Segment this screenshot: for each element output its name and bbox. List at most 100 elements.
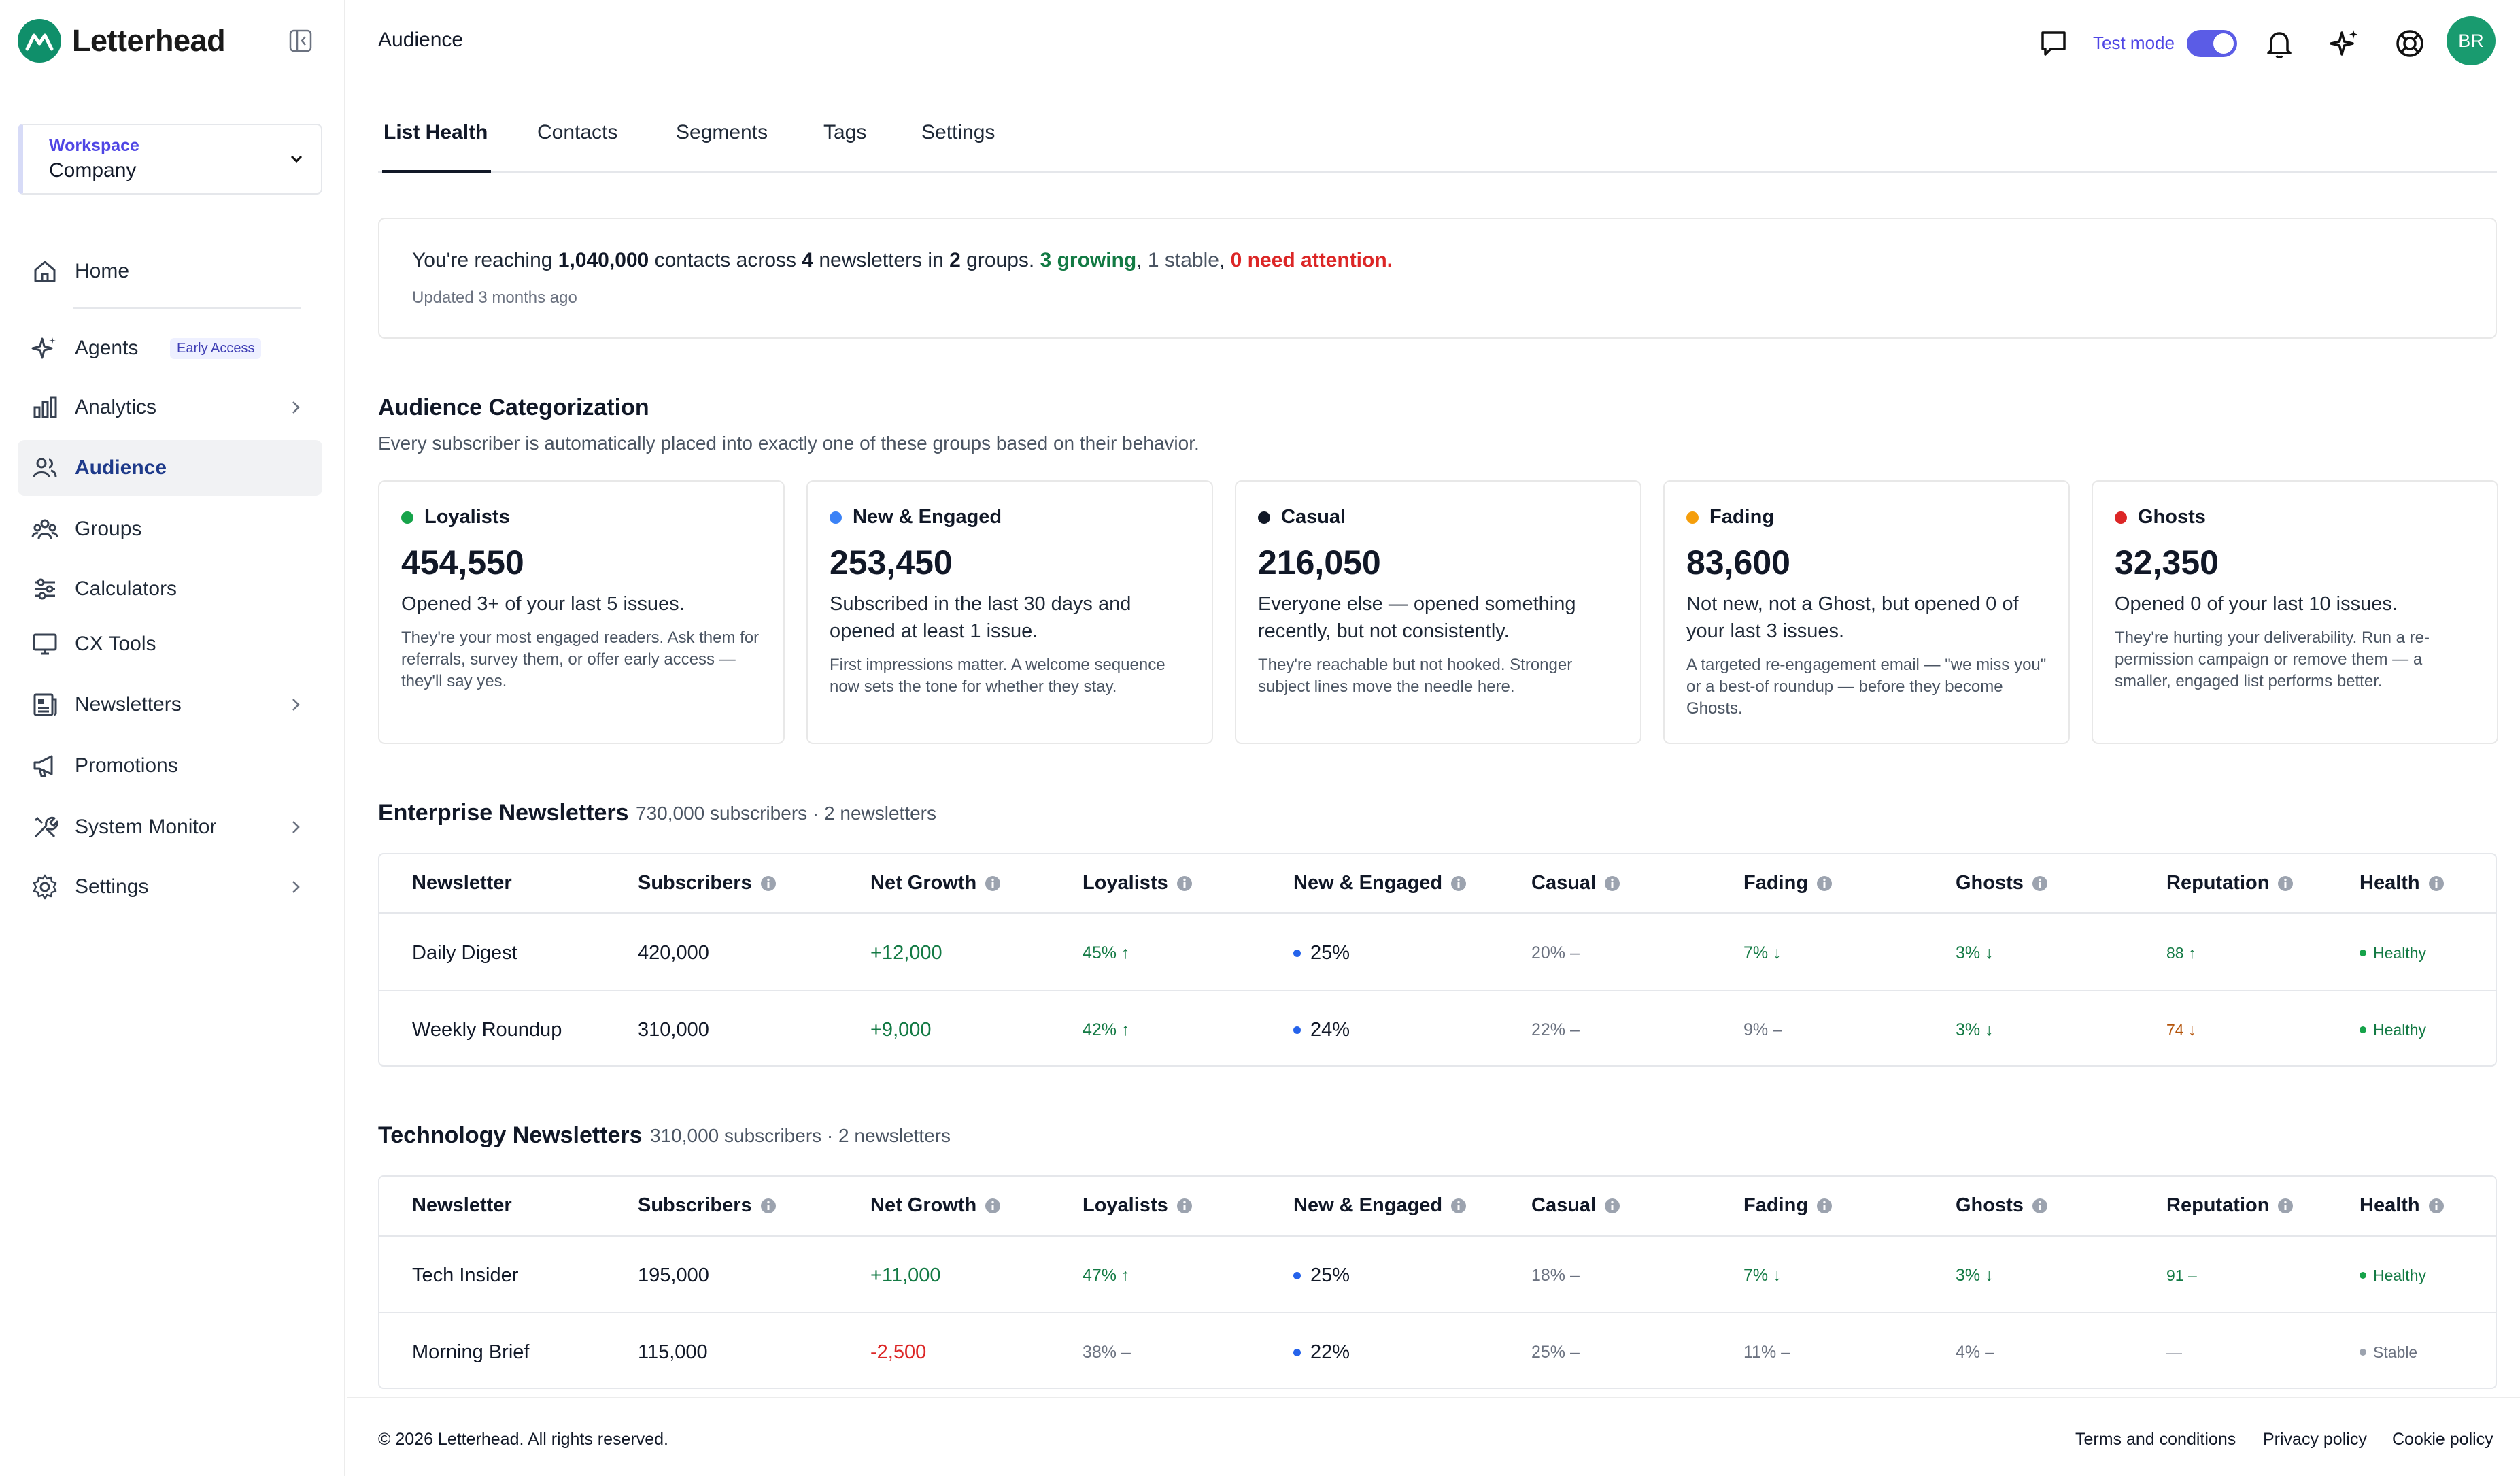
info-icon[interactable] <box>1816 875 1833 892</box>
new-engaged-value: 22% <box>1310 1341 1350 1363</box>
sidebar-item-cx-tools[interactable]: CX Tools <box>18 616 322 672</box>
status-dot <box>1686 511 1699 524</box>
sidebar-item-settings[interactable]: Settings <box>18 859 322 915</box>
tab-segments[interactable]: Segments <box>676 121 768 144</box>
loyalists-cell: 47% ↑ <box>1083 1265 1130 1285</box>
column-header: New & Engaged <box>1293 854 1467 912</box>
info-icon[interactable] <box>2032 1198 2048 1214</box>
status-dot <box>1258 511 1270 524</box>
status-dot <box>401 511 413 524</box>
chat-icon[interactable] <box>2037 27 2070 60</box>
sidebar-item-audience[interactable]: Audience <box>18 440 322 496</box>
subscribers-cell: 310,000 <box>638 1018 709 1041</box>
health-value: Healthy <box>2373 1020 2426 1039</box>
info-icon[interactable] <box>2032 875 2048 892</box>
tab-settings[interactable]: Settings <box>921 121 995 144</box>
info-icon[interactable] <box>1604 1198 1620 1214</box>
new-engaged-value: 25% <box>1310 1264 1350 1286</box>
category-header: Loyalists <box>401 506 510 529</box>
newsletter-name[interactable]: Weekly Roundup <box>412 1018 562 1041</box>
category-name: Loyalists <box>424 506 510 528</box>
tab-tags[interactable]: Tags <box>823 121 867 144</box>
category-count: 253,450 <box>830 543 953 582</box>
brand[interactable]: Letterhead <box>18 19 226 63</box>
newsletter-name[interactable]: Morning Brief <box>412 1341 530 1363</box>
help-lifebuoy-icon[interactable] <box>2394 27 2426 60</box>
info-icon[interactable] <box>1176 875 1193 892</box>
status-dot <box>1293 1348 1301 1356</box>
sidebar-item-newsletters[interactable]: Newsletters <box>18 677 322 733</box>
column-header: Net Growth <box>870 854 1001 912</box>
tab-list-health[interactable]: List Health <box>384 121 488 144</box>
early-access-badge: Early Access <box>170 338 262 359</box>
sidebar-item-system-monitor[interactable]: System Monitor <box>18 799 322 855</box>
summary-text-part: , <box>1136 249 1148 271</box>
info-icon[interactable] <box>1604 875 1620 892</box>
status-dot <box>830 511 842 524</box>
loyalists-cell: 38% – <box>1083 1342 1131 1362</box>
sidebar-item-label: Audience <box>75 456 167 479</box>
info-icon[interactable] <box>2428 1198 2445 1214</box>
copyright: © 2026 Letterhead. All rights reserved. <box>378 1430 669 1449</box>
sidebar-item-home[interactable]: Home <box>18 244 322 299</box>
summary-attention: 0 need attention <box>1230 249 1387 271</box>
column-header: Casual <box>1531 854 1620 912</box>
sidebar-item-promotions[interactable]: Promotions <box>18 738 322 794</box>
tab-contacts[interactable]: Contacts <box>537 121 618 144</box>
fading-cell: 9% – <box>1743 1020 1782 1039</box>
sidebar-item-label: CX Tools <box>75 633 156 655</box>
info-icon[interactable] <box>2277 1198 2294 1214</box>
table-row[interactable]: Tech Insider 195,000 +11,000 47% ↑ 25% 1… <box>379 1239 2496 1313</box>
gear-icon <box>33 874 57 900</box>
info-icon[interactable] <box>985 875 1001 892</box>
table-row[interactable]: Weekly Roundup 310,000 +9,000 42% ↑ 24% … <box>379 992 2496 1067</box>
category-description: Not new, not a Ghost, but opened 0 of yo… <box>1686 593 2019 642</box>
sidebar-item-label: Analytics <box>75 396 157 418</box>
privacy-link[interactable]: Privacy policy <box>2263 1430 2367 1449</box>
summary-text-part: contacts across <box>649 249 802 271</box>
info-icon[interactable] <box>1450 875 1467 892</box>
info-icon[interactable] <box>1176 1198 1193 1214</box>
sidebar-item-analytics[interactable]: Analytics <box>18 380 322 435</box>
column-header: Subscribers <box>638 1177 777 1235</box>
info-icon[interactable] <box>1816 1198 1833 1214</box>
subscribers-cell: 420,000 <box>638 941 709 964</box>
info-icon[interactable] <box>2277 875 2294 892</box>
test-mode-toggle[interactable] <box>2187 30 2237 57</box>
category-card-ghosts: Ghosts 32,350 Opened 0 of your last 10 i… <box>2092 480 2498 744</box>
terms-link[interactable]: Terms and conditions <box>2075 1430 2236 1449</box>
info-icon[interactable] <box>1450 1198 1467 1214</box>
table-row[interactable]: Daily Digest 420,000 +12,000 45% ↑ 25% 2… <box>379 916 2496 991</box>
info-icon[interactable] <box>760 875 777 892</box>
category-card-casual: Casual 216,050 Everyone else — opened so… <box>1235 480 1641 744</box>
bell-icon[interactable] <box>2263 27 2296 60</box>
column-label: Net Growth <box>870 1194 977 1216</box>
column-label: New & Engaged <box>1293 1194 1443 1216</box>
table-header-row: Newsletter Subscribers Net Growth Loyali… <box>379 1177 2496 1237</box>
newsletter-name[interactable]: Tech Insider <box>412 1264 519 1286</box>
info-icon[interactable] <box>760 1198 777 1214</box>
sidebar-item-groups[interactable]: Groups <box>18 501 322 557</box>
workspace-selector[interactable]: Workspace Company <box>18 124 322 195</box>
sidebar-item-label: Agents <box>75 337 139 359</box>
avatar[interactable]: BR <box>2447 16 2496 65</box>
cookie-link[interactable]: Cookie policy <box>2392 1430 2493 1449</box>
group-icon <box>31 519 58 539</box>
column-header: Ghosts <box>1956 1177 2048 1235</box>
table-row[interactable]: Morning Brief 115,000 -2,500 38% – 22% 2… <box>379 1315 2496 1390</box>
summary-text-part: , <box>1219 249 1231 271</box>
newsletter-name[interactable]: Daily Digest <box>412 941 517 964</box>
info-icon[interactable] <box>985 1198 1001 1214</box>
chevron-right-icon <box>292 699 300 711</box>
collapse-sidebar-icon[interactable] <box>288 29 313 53</box>
info-icon[interactable] <box>2428 875 2445 892</box>
column-label: Reputation <box>2166 1194 2270 1216</box>
column-label: Loyalists <box>1083 1194 1168 1216</box>
sparkle-icon[interactable] <box>2328 27 2361 60</box>
sidebar-item-label: Calculators <box>75 577 177 600</box>
column-header: Net Growth <box>870 1177 1001 1235</box>
sidebar-item-label: System Monitor <box>75 816 217 838</box>
sidebar-item-agents[interactable]: Agents Early Access <box>18 320 322 376</box>
chevron-down-icon <box>290 155 303 163</box>
sidebar-item-calculators[interactable]: Calculators <box>18 561 322 617</box>
